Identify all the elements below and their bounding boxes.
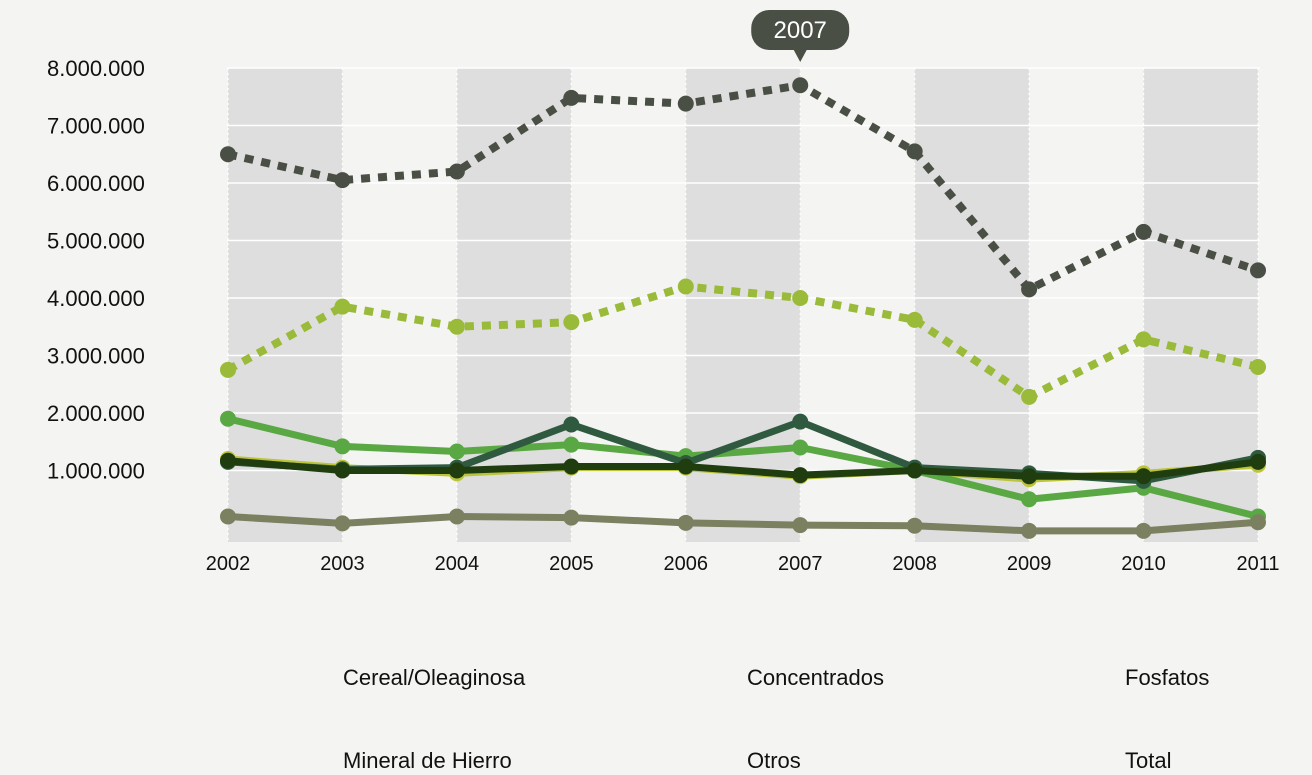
data-point[interactable] <box>220 146 236 163</box>
data-point[interactable] <box>792 290 809 306</box>
x-tick-label: 2007 <box>778 553 823 575</box>
x-tick-label: 2010 <box>1121 553 1166 575</box>
data-point[interactable] <box>1021 388 1038 405</box>
data-point[interactable] <box>792 77 809 94</box>
x-tick-label: 2003 <box>320 553 365 575</box>
data-point[interactable] <box>220 452 236 469</box>
data-point[interactable] <box>448 443 465 460</box>
data-point[interactable] <box>448 462 465 479</box>
legend-item[interactable]: Cereal/Oleaginosa <box>343 665 526 690</box>
tooltip-box <box>751 10 850 50</box>
legend-item[interactable]: Otros <box>747 748 801 773</box>
x-tick-label: 2004 <box>435 553 480 575</box>
x-tick-label: 2011 <box>1236 553 1279 575</box>
series-mineral-de-hierro <box>220 452 1266 485</box>
legend-item[interactable]: Fosfatos <box>1125 665 1209 690</box>
series-line <box>224 457 1262 480</box>
column-band <box>685 68 801 542</box>
data-point[interactable] <box>1250 514 1266 531</box>
x-tick-label: 2006 <box>664 553 709 575</box>
data-point[interactable] <box>792 517 809 534</box>
data-point[interactable] <box>334 298 351 315</box>
data-point[interactable] <box>563 314 580 331</box>
y-tick-label: 5.000.000 <box>47 229 145 254</box>
data-point[interactable] <box>906 143 923 160</box>
y-tick-label: 6.000.000 <box>47 171 145 196</box>
data-point[interactable] <box>448 163 465 180</box>
data-point[interactable] <box>1021 468 1038 485</box>
data-point[interactable] <box>1021 281 1038 298</box>
series-line <box>224 415 1262 520</box>
series-unnamed <box>220 278 1266 405</box>
x-tick-label: 2008 <box>892 553 937 575</box>
legend-item[interactable]: Total <box>1125 748 1171 773</box>
y-tick-label: 2.000.000 <box>47 401 145 426</box>
data-point[interactable] <box>1021 491 1038 508</box>
legend-item[interactable]: Concentrados <box>747 665 884 690</box>
y-tick-label: 8.000.000 <box>47 56 145 81</box>
tooltip-pointer <box>793 49 808 62</box>
data-point[interactable] <box>677 95 694 112</box>
series-group <box>220 77 1266 539</box>
data-point[interactable] <box>1021 522 1038 539</box>
data-point[interactable] <box>1135 522 1152 539</box>
data-point[interactable] <box>792 439 809 456</box>
column-band <box>914 68 1030 542</box>
data-point[interactable] <box>563 416 580 433</box>
x-tick-label: 2005 <box>549 553 594 575</box>
data-point[interactable] <box>563 89 580 106</box>
legend-item[interactable]: Mineral de Hierro <box>343 748 512 773</box>
data-point[interactable] <box>677 514 694 531</box>
data-point[interactable] <box>334 515 351 532</box>
data-point[interactable] <box>906 517 923 534</box>
y-tick-label: 1.000.000 <box>47 459 145 484</box>
legend: Cereal/Oleaginosa Concentrados Fosfatos Min… <box>343 665 1209 773</box>
data-point[interactable] <box>334 462 351 479</box>
data-point[interactable] <box>906 462 923 479</box>
x-tick-label: 2009 <box>1007 553 1052 575</box>
y-tick-label: 4.000.000 <box>47 286 145 311</box>
series-line <box>224 513 1262 535</box>
series-line <box>226 282 1259 401</box>
data-point[interactable] <box>220 508 236 525</box>
data-point[interactable] <box>906 311 923 328</box>
y-axis: 1.000.000 2.000.000 3.000.000 4.000.000 5.00… <box>47 56 145 484</box>
series-line <box>227 81 1260 294</box>
data-point[interactable] <box>1250 262 1266 279</box>
tooltip-label: 2007 <box>774 17 827 44</box>
x-axis: 2002 2003 2004 2005 2006 2007 2008 2009 2010 2011 <box>206 553 1280 575</box>
column-bands <box>228 68 1258 542</box>
x-tick-label: 2002 <box>206 553 251 575</box>
data-point[interactable] <box>1135 468 1152 485</box>
data-point[interactable] <box>1250 359 1266 375</box>
data-point[interactable] <box>563 509 580 526</box>
data-point[interactable] <box>334 438 351 455</box>
data-point[interactable] <box>792 467 809 484</box>
series-total <box>220 77 1266 298</box>
data-point[interactable] <box>448 508 465 525</box>
data-point[interactable] <box>677 458 694 475</box>
data-point[interactable] <box>563 458 580 475</box>
series-otros <box>220 508 1266 539</box>
data-point[interactable] <box>1250 453 1266 470</box>
data-point[interactable] <box>448 318 465 335</box>
data-point[interactable] <box>1135 223 1152 240</box>
data-point[interactable] <box>220 410 236 427</box>
data-point[interactable] <box>1135 331 1152 348</box>
data-point[interactable] <box>792 413 809 430</box>
data-point[interactable] <box>220 361 236 378</box>
data-point[interactable] <box>677 278 694 295</box>
tooltip: 2007 <box>751 10 850 62</box>
y-tick-label: 3.000.000 <box>47 344 145 369</box>
y-tick-label: 7.000.000 <box>47 114 145 139</box>
data-point[interactable] <box>563 436 580 453</box>
data-point[interactable] <box>334 172 351 189</box>
